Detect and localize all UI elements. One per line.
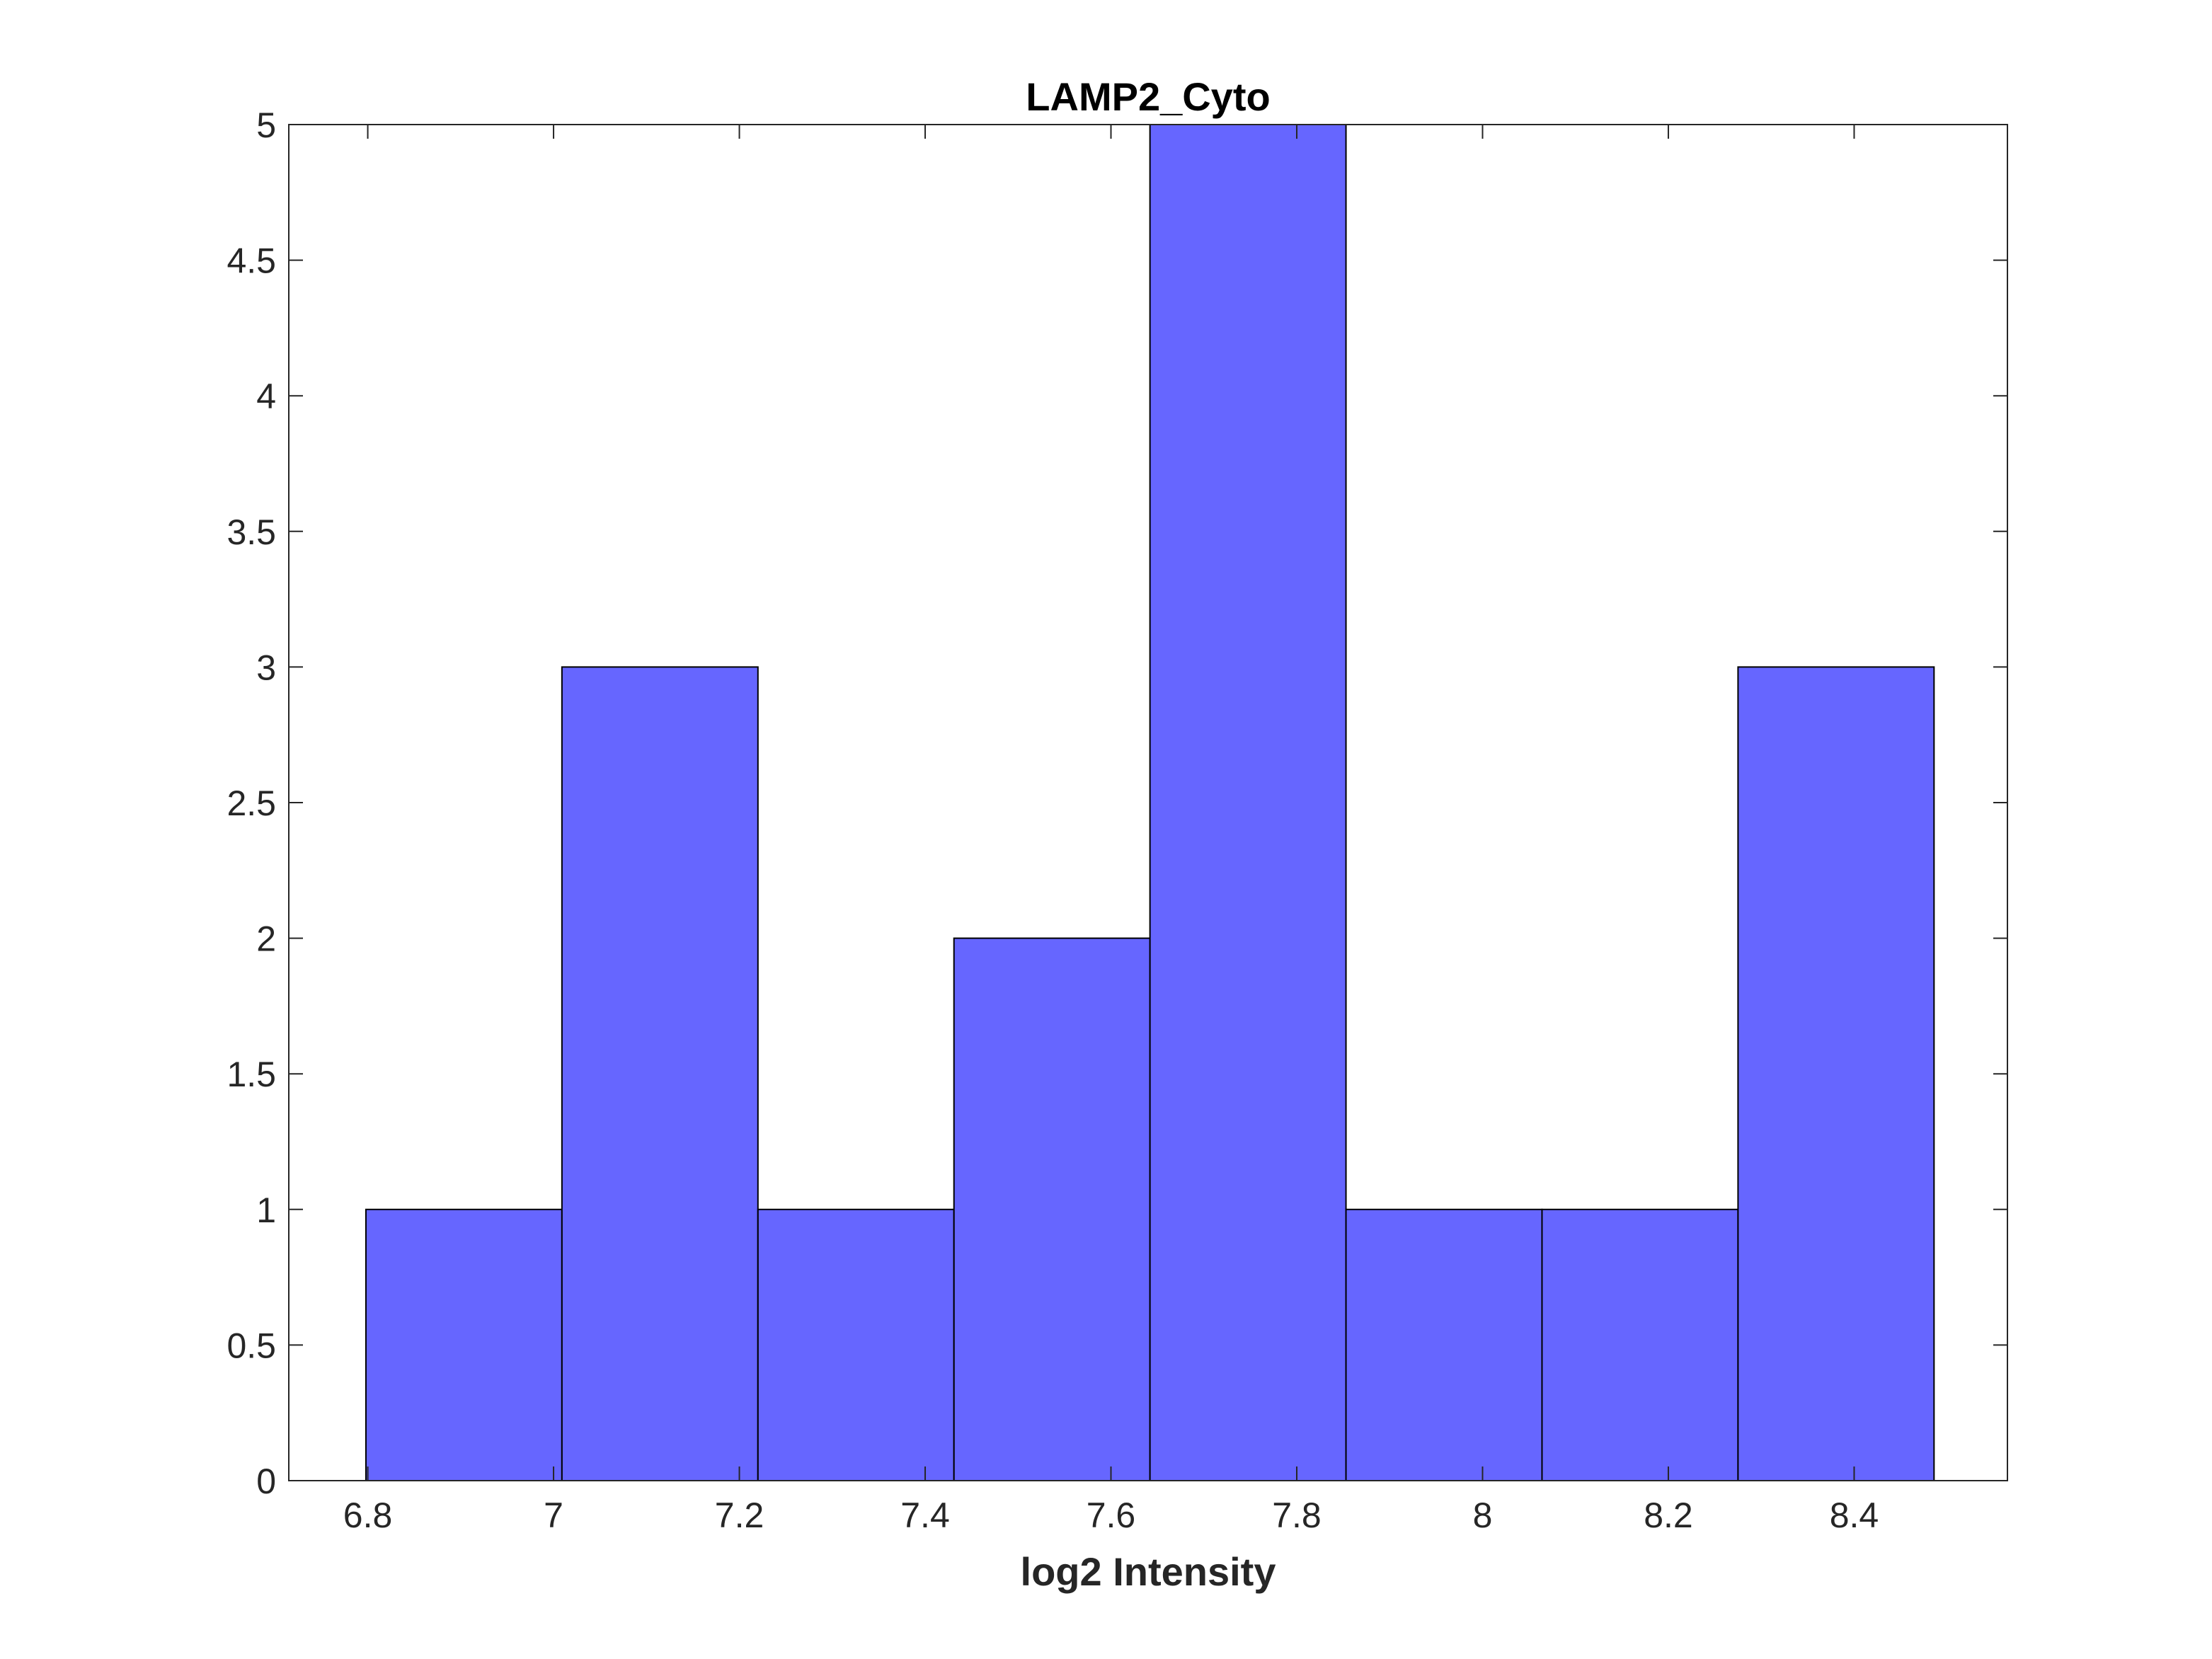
x-axis-label: log2 Intensity bbox=[1021, 1549, 1276, 1594]
x-tick-label: 7.2 bbox=[715, 1496, 764, 1535]
x-tick-label: 8.4 bbox=[1830, 1496, 1879, 1535]
histogram-bar bbox=[1541, 1208, 1739, 1482]
bars-group bbox=[365, 124, 1935, 1482]
histogram-bar bbox=[365, 1208, 563, 1482]
x-tick-label: 7.8 bbox=[1272, 1496, 1322, 1535]
histogram-bar bbox=[757, 1208, 955, 1482]
histogram-bar bbox=[953, 937, 1151, 1481]
x-tick-label: 8 bbox=[1473, 1496, 1493, 1535]
y-tick-label: 2 bbox=[256, 919, 276, 959]
x-tick-label: 7 bbox=[544, 1496, 563, 1535]
y-tick-label: 3 bbox=[256, 648, 276, 687]
chart-title: LAMP2_Cyto bbox=[1026, 74, 1270, 119]
x-tick-label: 6.8 bbox=[343, 1496, 393, 1535]
histogram-bar bbox=[1149, 124, 1347, 1481]
tick-labels-group: 6.8 7 7.2 7.4 7.6 7.8 8 8.2 8.4 0 0.5 1 1.5 2 2.5 3 3.5 4… bbox=[227, 105, 1879, 1535]
y-tick-label: 3.5 bbox=[227, 512, 276, 552]
ticks-group bbox=[289, 124, 2007, 1481]
x-tick-label: 7.6 bbox=[1087, 1496, 1136, 1535]
histogram-bar bbox=[1345, 1208, 1543, 1482]
y-tick-label: 4 bbox=[256, 377, 276, 416]
y-tick-label: 1 bbox=[256, 1190, 276, 1230]
y-tick-label: 2.5 bbox=[227, 783, 276, 823]
y-tick-label: 0.5 bbox=[227, 1326, 276, 1365]
y-tick-label: 0 bbox=[256, 1462, 276, 1501]
histogram-bar bbox=[561, 666, 759, 1481]
y-tick-label: 5 bbox=[256, 105, 276, 145]
x-tick-label: 8.2 bbox=[1644, 1496, 1693, 1535]
x-tick-label: 7.4 bbox=[900, 1496, 950, 1535]
y-tick-label: 1.5 bbox=[227, 1055, 276, 1094]
histogram-bar bbox=[1737, 666, 1935, 1481]
y-tick-label: 4.5 bbox=[227, 241, 276, 281]
